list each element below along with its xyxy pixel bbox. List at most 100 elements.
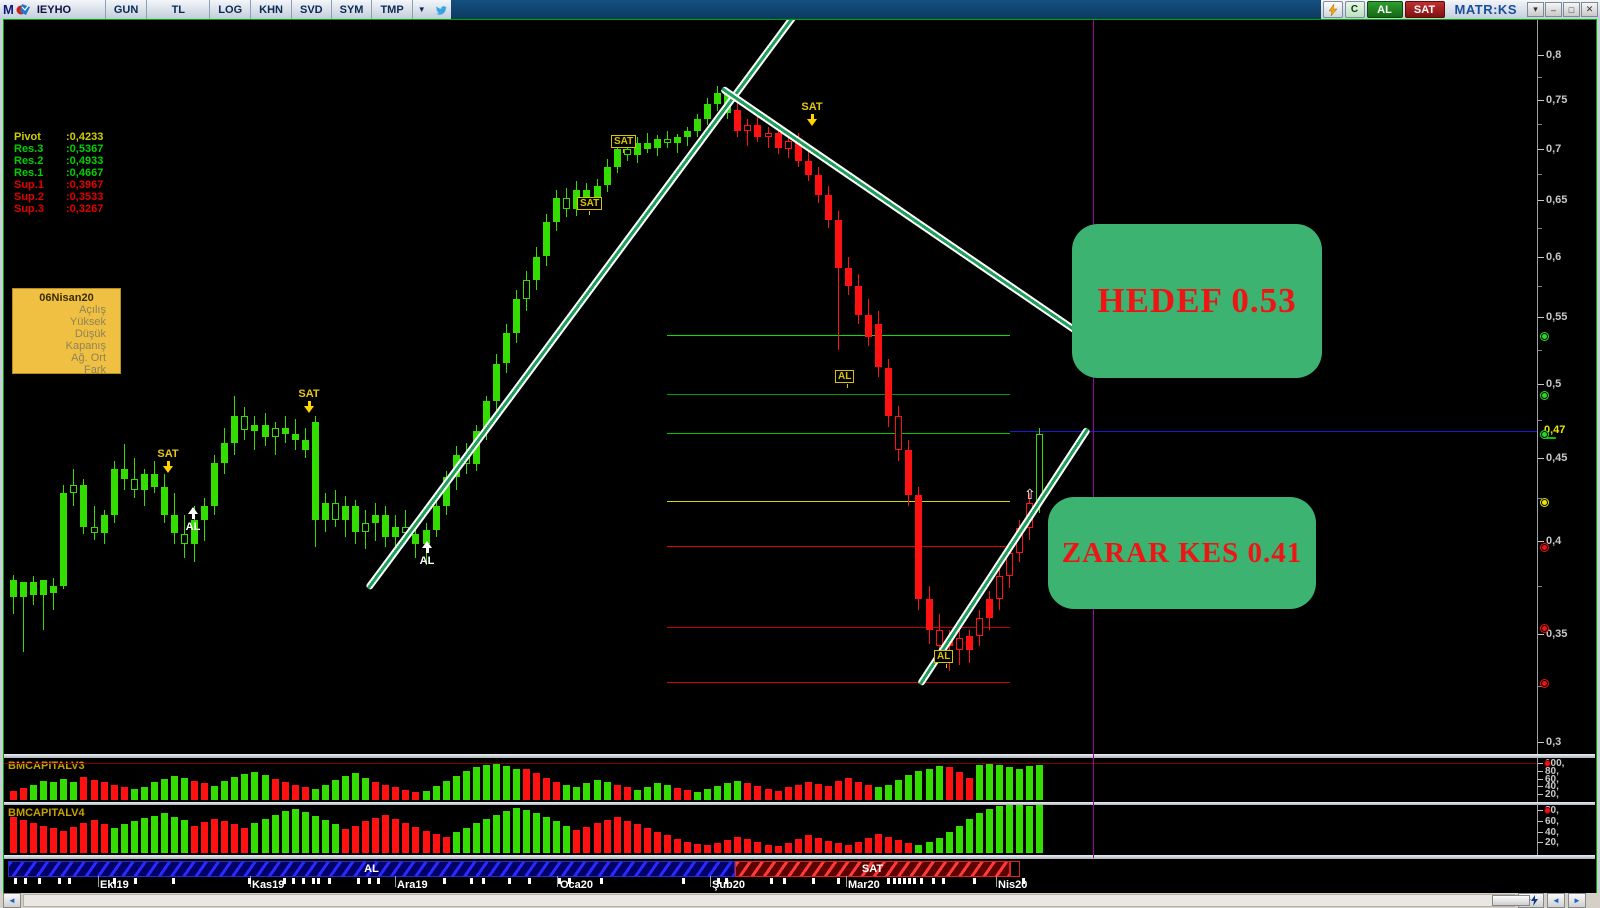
hedef-target-box[interactable]: HEDEF 0.53 bbox=[1072, 224, 1322, 378]
indicator-value-dot bbox=[1544, 807, 1551, 814]
toolbar-button-log[interactable]: LOG bbox=[209, 0, 250, 19]
histogram-bar bbox=[150, 782, 158, 800]
date-tick bbox=[24, 878, 27, 884]
date-tick bbox=[470, 878, 473, 884]
histogram-bar bbox=[985, 809, 993, 853]
histogram-bar bbox=[684, 842, 691, 853]
last-price-marker bbox=[1544, 436, 1556, 439]
scroll-left-button[interactable]: ◄ bbox=[3, 893, 21, 908]
pivot-row-res1: Res.1:0,4667 bbox=[14, 167, 104, 179]
histogram-bar bbox=[311, 788, 319, 800]
price-axis-minor-tick bbox=[1538, 350, 1542, 351]
candle-body bbox=[684, 130, 691, 137]
toolbar-button-svd[interactable]: SVD bbox=[290, 0, 331, 19]
histogram-bar bbox=[784, 787, 792, 800]
histogram-bar bbox=[472, 767, 480, 800]
zarar-text: ZARAR KES 0.41 bbox=[1061, 536, 1303, 569]
histogram-bar bbox=[1005, 766, 1013, 800]
histogram-bar bbox=[231, 777, 239, 800]
toolbar-dropdown[interactable]: ▼ bbox=[411, 0, 431, 19]
info-row-dk: Düşük bbox=[74, 328, 106, 340]
last-price-label[interactable]: 0,47 bbox=[1544, 423, 1566, 436]
level-dot bbox=[1541, 680, 1548, 688]
toolbar-button-tmp[interactable]: TMP bbox=[371, 0, 411, 19]
buy-al-button[interactable]: AL bbox=[1366, 1, 1403, 18]
histogram-bar bbox=[895, 779, 903, 800]
histogram-bar bbox=[261, 818, 269, 853]
window-controls: ▾ – □ ✕ bbox=[1527, 2, 1598, 17]
histogram-bar bbox=[905, 843, 913, 853]
histogram-bar bbox=[643, 786, 651, 800]
histogram-bar bbox=[593, 822, 601, 853]
v4-axis: 80, 60, 40, 20, bbox=[1537, 805, 1596, 855]
histogram-bar bbox=[965, 818, 973, 853]
histogram-bar bbox=[342, 775, 349, 800]
sell-sat-button[interactable]: SAT bbox=[1404, 1, 1445, 18]
symbol-input[interactable]: IEYHO bbox=[36, 3, 72, 16]
al-boxed-label: AL bbox=[835, 370, 855, 383]
histogram-bar bbox=[271, 778, 279, 800]
histogram-bar bbox=[965, 777, 973, 800]
toolbar-button-gun[interactable]: GUN bbox=[104, 0, 146, 19]
price-axis-tick bbox=[1538, 55, 1544, 56]
minimize-button[interactable]: – bbox=[1545, 2, 1562, 17]
indicator-axis-tick bbox=[1538, 810, 1543, 811]
toolbar-button-khn[interactable]: KHN bbox=[250, 0, 291, 19]
price-axis-minor-tick bbox=[1538, 286, 1542, 288]
level-dot bbox=[1541, 430, 1548, 438]
panel-separator[interactable] bbox=[4, 802, 1595, 805]
histogram-bar bbox=[824, 840, 832, 853]
scrollbar-track[interactable] bbox=[23, 894, 1530, 907]
price-axis-tick bbox=[1538, 742, 1544, 743]
window-menu-button[interactable]: ▾ bbox=[1527, 2, 1544, 17]
candle-wick bbox=[123, 444, 125, 490]
candle-body bbox=[653, 138, 661, 149]
c-button[interactable]: C bbox=[1344, 1, 1365, 18]
histogram-bar bbox=[231, 824, 239, 853]
title-bar-right: C AL SAT MATR:KS ▾ – □ ✕ bbox=[1321, 0, 1600, 19]
hedef-text: HEDEF 0.53 bbox=[1097, 281, 1297, 320]
maximize-button[interactable]: □ bbox=[1563, 2, 1580, 17]
toolbar-button-tl[interactable]: TL bbox=[146, 0, 209, 19]
histogram-bar bbox=[10, 817, 17, 854]
sat-signal-label: SAT bbox=[801, 101, 823, 113]
trend-line[interactable] bbox=[720, 85, 1092, 343]
histogram-bar bbox=[895, 839, 903, 853]
price-axis-tick bbox=[1538, 200, 1544, 202]
left-arrow-icon: ◄ bbox=[1552, 896, 1560, 905]
candle-body bbox=[804, 160, 812, 175]
candle-body bbox=[50, 585, 58, 594]
histogram-bar bbox=[160, 778, 168, 800]
price-axis[interactable]: 0,8 0,75 0,7 0,65 0,6 0,55 0,5 0,45 0,4 0,35 0,3 0,… bbox=[1537, 20, 1596, 754]
histogram-bar bbox=[834, 780, 842, 800]
histogram-bar bbox=[905, 774, 913, 800]
panel-separator[interactable] bbox=[4, 754, 1595, 758]
candle-body bbox=[442, 476, 450, 507]
toolbar-button-sym[interactable]: SYM bbox=[330, 0, 372, 19]
indicator-axis-label: 100, bbox=[1545, 758, 1565, 769]
candle-body bbox=[875, 323, 883, 368]
date-tick bbox=[443, 878, 446, 884]
histogram-bar bbox=[945, 767, 953, 800]
scroll-page-right-button[interactable]: ► bbox=[1568, 893, 1586, 908]
scroll-page-left-button[interactable]: ◄ bbox=[1547, 893, 1565, 908]
bmcapitalv3-panel[interactable]: BMCAPITALV3 bbox=[4, 758, 1537, 804]
scrollbar-thumb[interactable] bbox=[1492, 895, 1530, 906]
candle-body bbox=[160, 486, 168, 515]
candle-body bbox=[674, 136, 681, 144]
date-info-box[interactable]: 06Nisan20 Açılış Yüksek Düşük Kapanış Ağ. Or… bbox=[12, 288, 121, 376]
candle-body bbox=[935, 630, 943, 647]
info-box-date: 06Nisan20 bbox=[39, 292, 94, 304]
close-button[interactable]: ✕ bbox=[1581, 2, 1598, 17]
histogram-bar bbox=[674, 838, 681, 853]
date-tick bbox=[368, 878, 371, 884]
zarar-stoploss-box[interactable]: ZARAR KES 0.41 bbox=[1048, 497, 1316, 609]
chevron-down-icon: ▼ bbox=[417, 5, 426, 14]
bmcapitalv4-panel[interactable]: BMCAPITALV4 bbox=[4, 805, 1537, 857]
twitter-share-button[interactable] bbox=[431, 0, 451, 19]
main-chart-surface[interactable]: Pivot:0,4233 Res.3:0,5367 Res.2:0,4933 Res.… bbox=[4, 20, 1537, 754]
info-row-aort: Ağ. Ort bbox=[71, 352, 106, 364]
quick-trade-button[interactable] bbox=[1322, 1, 1343, 18]
trend-line[interactable] bbox=[365, 20, 798, 591]
month-label-ara19: Ara19 bbox=[397, 879, 428, 891]
